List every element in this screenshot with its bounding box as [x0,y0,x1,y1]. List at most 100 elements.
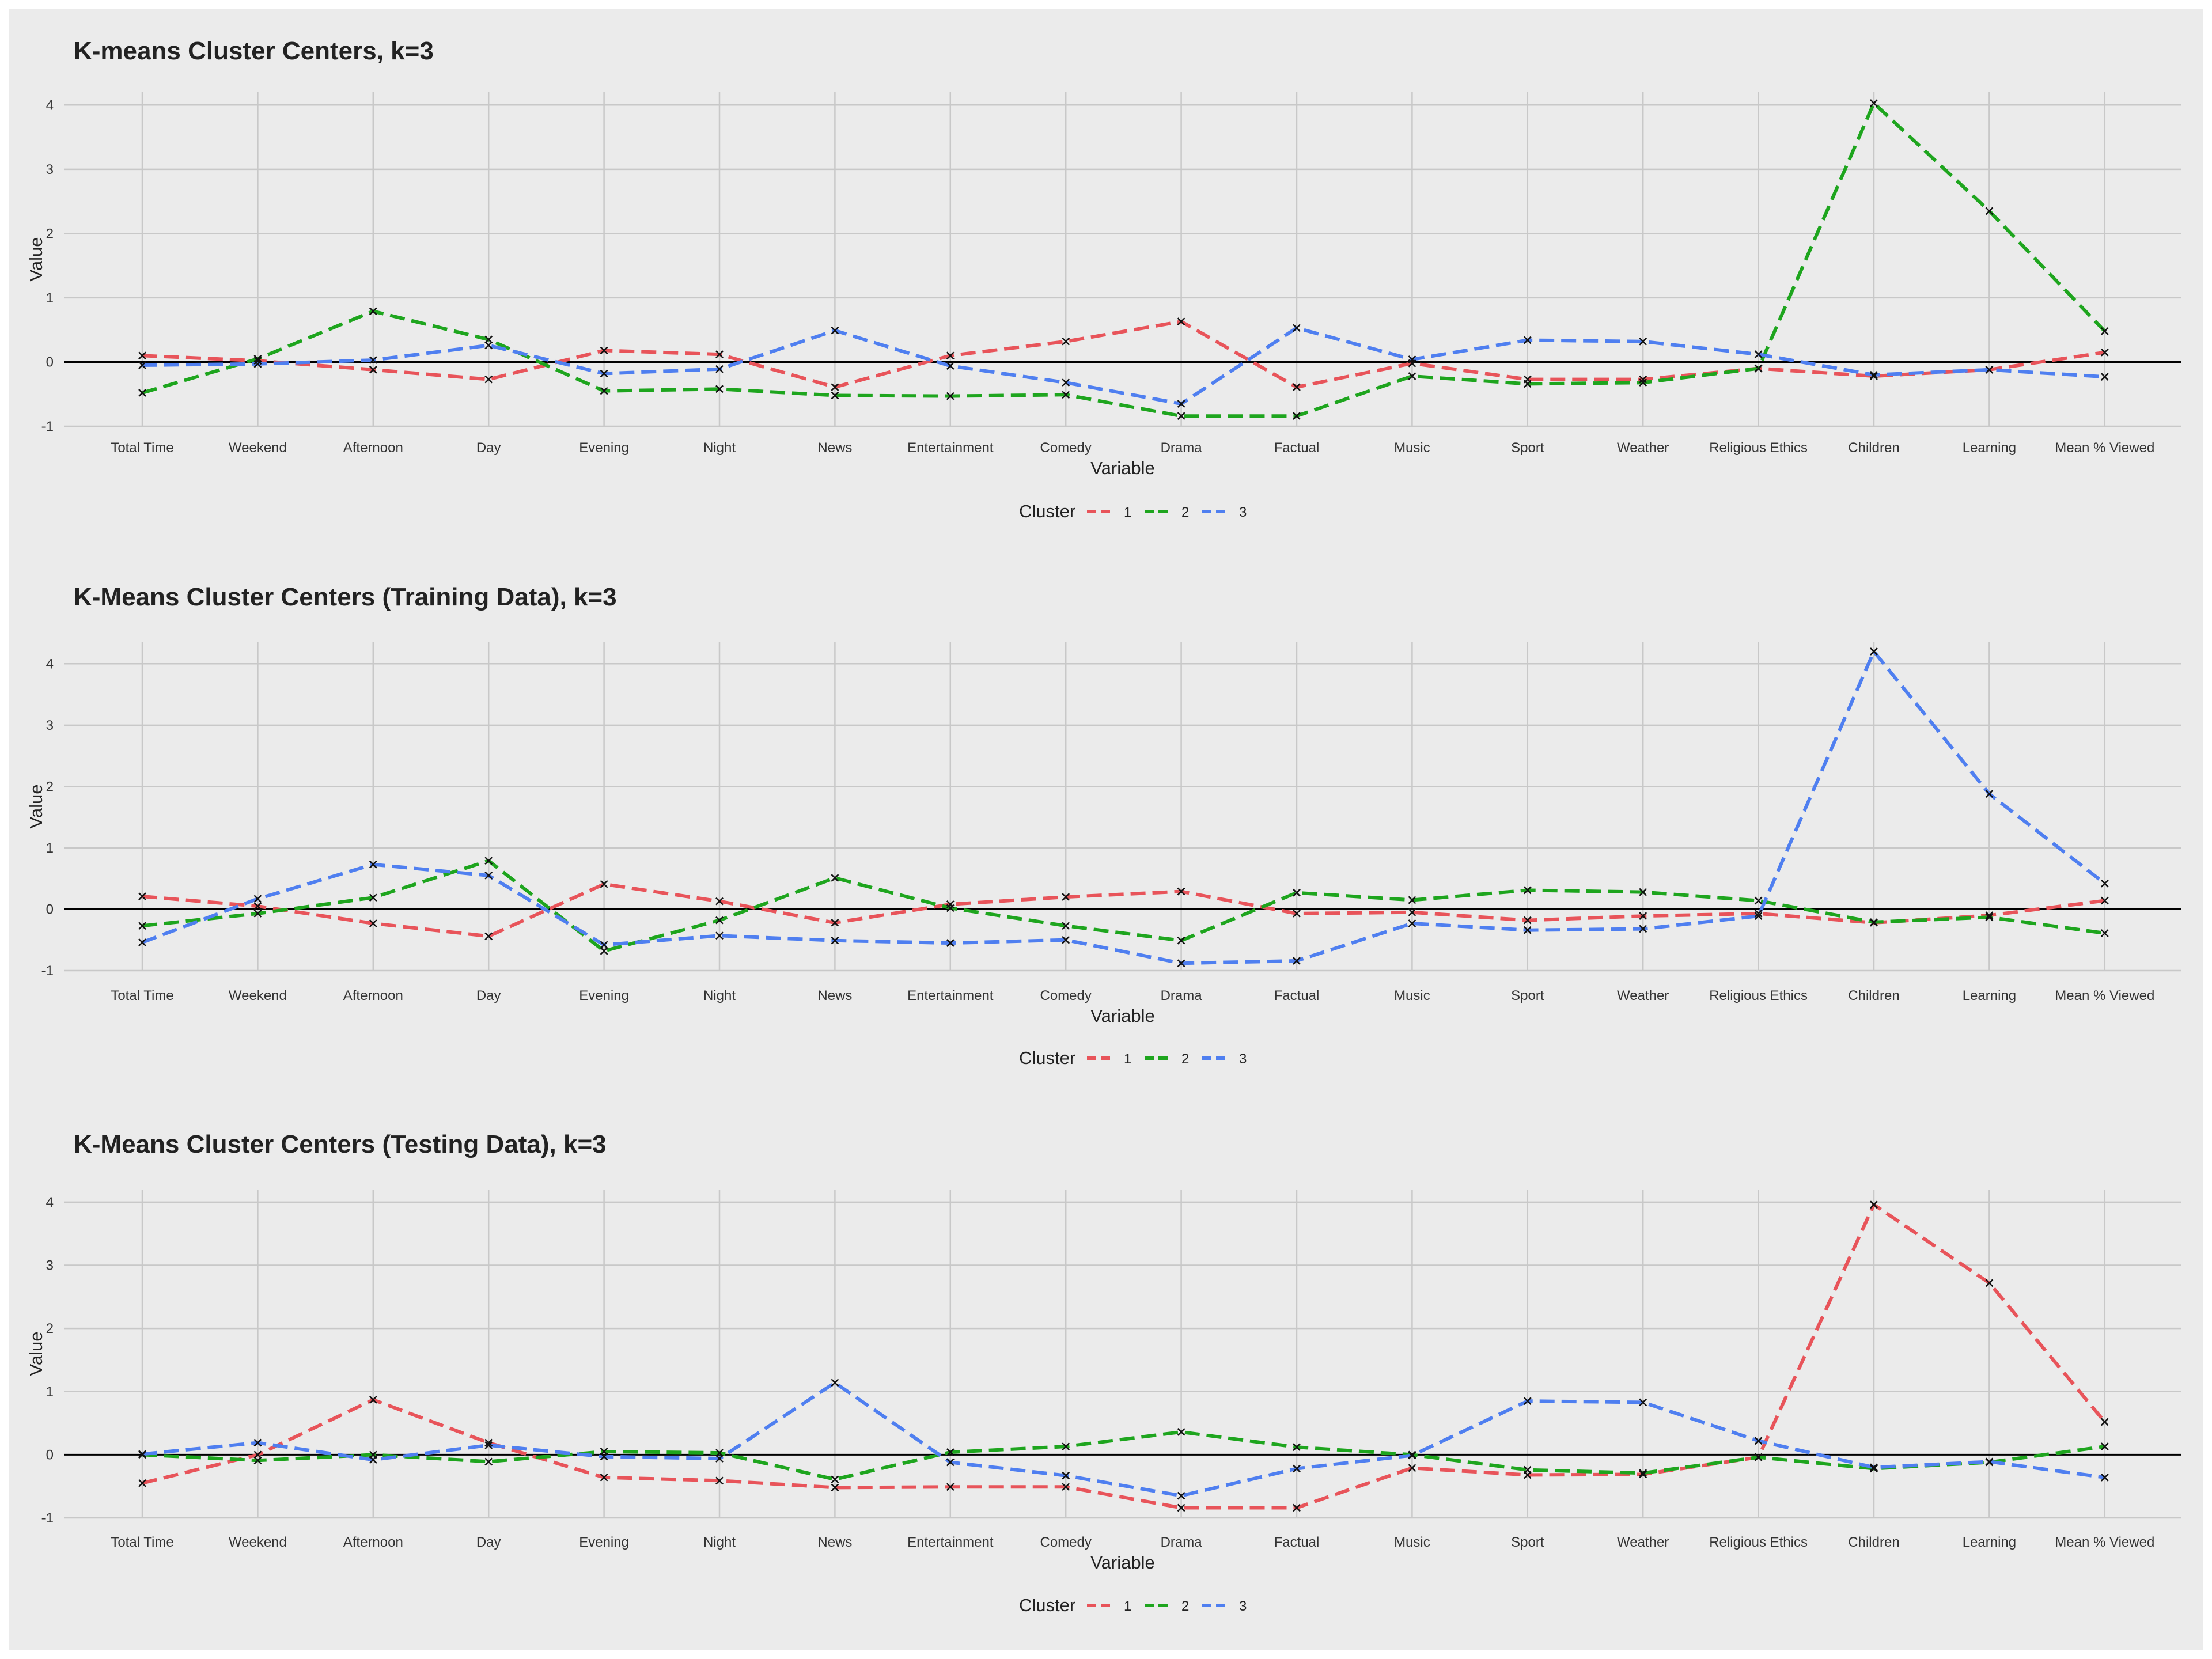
data-point-marker [253,357,262,365]
legend-title: Cluster [1019,501,1075,521]
data-point-marker [1408,919,1416,927]
x-tick-label: News [817,988,852,1003]
data-point-marker [1408,1464,1416,1472]
x-axis-title: Variable [1090,458,1154,478]
data-point-marker [1639,337,1647,346]
x-tick-label: Weekend [229,440,287,456]
data-point-marker [600,880,608,888]
data-point-marker [1639,1398,1647,1407]
data-point-marker [253,902,262,911]
data-point-marker [369,307,377,316]
x-tick-label: Entertainment [907,988,994,1003]
x-tick-label: Factual [1274,440,1320,456]
data-point-marker [600,346,608,355]
y-tick-label: 0 [46,354,54,370]
data-point-marker [1754,912,1763,921]
data-point-marker [1754,1437,1763,1445]
data-point-marker [1062,378,1070,387]
data-point-marker [253,1456,262,1465]
x-tick-label: Religious Ethics [1709,440,1808,456]
y-tick-label: 4 [46,656,54,672]
x-tick-label: Afternoon [343,1535,403,1550]
data-point-marker [1870,1200,1878,1209]
data-point-marker [1639,1469,1647,1478]
data-point-marker [1639,378,1647,387]
chart-title: K-means Cluster Centers, k=3 [74,37,434,65]
data-point-marker [484,1441,493,1449]
x-tick-label: Children [1848,1535,1899,1550]
data-point-marker [600,1473,608,1482]
data-point-marker [138,389,146,397]
y-tick-label: 0 [46,902,54,917]
data-point-marker [600,387,608,395]
data-point-marker [1062,922,1070,930]
data-point-marker [1639,925,1647,933]
y-tick-label: 3 [46,718,54,733]
x-tick-label: Evening [579,440,629,456]
data-point-marker [946,1448,955,1456]
data-point-marker [1754,350,1763,358]
x-tick-label: Night [703,440,736,456]
data-point-marker [1177,959,1185,968]
data-point-marker [1870,372,1878,380]
x-tick-label: Entertainment [907,1535,994,1550]
x-tick-label: Music [1394,1535,1430,1550]
data-point-marker [1408,372,1416,380]
data-point-marker [138,1450,146,1459]
x-tick-label: Sport [1511,1535,1544,1550]
data-point-marker [1062,391,1070,399]
data-point-marker [1062,337,1070,346]
data-point-marker [1754,896,1763,905]
x-tick-label: Children [1848,440,1899,456]
data-point-marker [253,1438,262,1447]
data-point-marker [715,1455,724,1463]
data-point-marker [831,919,839,927]
data-point-marker [2100,879,2109,888]
series-line-2 [142,101,2106,418]
data-point-marker [138,351,146,360]
x-tick-label: Learning [1963,988,2016,1003]
data-point-marker [1870,99,1878,107]
data-point-marker [369,1456,377,1464]
data-point-marker [831,383,839,391]
x-tick-label: Mean % Viewed [2055,1535,2154,1550]
x-tick-label: Day [476,1535,501,1550]
data-point-marker [831,874,839,882]
x-tick-label: Total Time [111,1535,173,1550]
data-point-marker [1177,412,1185,421]
data-point-marker [1408,355,1416,363]
data-point-marker [1062,1483,1070,1491]
x-tick-label: Factual [1274,1535,1320,1550]
data-point-marker [715,1449,724,1457]
data-point-marker [1754,364,1763,373]
figure: K-means Cluster Centers, k=3 -1 0 1 2 3 4 Total… [9,9,2203,1650]
x-tick-label: Weekend [229,988,287,1003]
y-tick-label: 3 [46,162,54,177]
x-tick-label: Factual [1274,988,1320,1003]
data-point-marker [600,1452,608,1461]
x-tick-label: Night [703,988,736,1003]
series-line-1 [142,882,2105,938]
x-tick-label: Mean % Viewed [2055,440,2154,456]
data-point-marker [946,939,955,947]
x-tick-label: Evening [579,1535,629,1550]
data-point-marker [1293,910,1301,918]
data-point-marker [138,938,146,946]
x-tick-label: Weather [1617,440,1669,456]
data-point-marker [946,392,955,400]
y-tick-label: 2 [46,779,54,794]
x-tick-label: Religious Ethics [1709,1535,1808,1550]
data-point-marker [1062,1471,1070,1480]
data-point-marker [369,919,377,927]
data-point-marker [1985,1279,1994,1287]
x-tick-label: Afternoon [343,440,403,456]
data-point-marker [1293,1443,1301,1452]
series-line-1 [142,1203,2107,1510]
legend-label-3: 3 [1239,505,1247,520]
y-tick-label: -1 [41,1510,54,1526]
data-point-marker [831,1378,839,1387]
y-tick-label: 1 [46,290,54,306]
data-point-marker [1177,1491,1185,1500]
y-tick-label: 0 [46,1447,54,1463]
data-point-marker [1062,1442,1070,1451]
